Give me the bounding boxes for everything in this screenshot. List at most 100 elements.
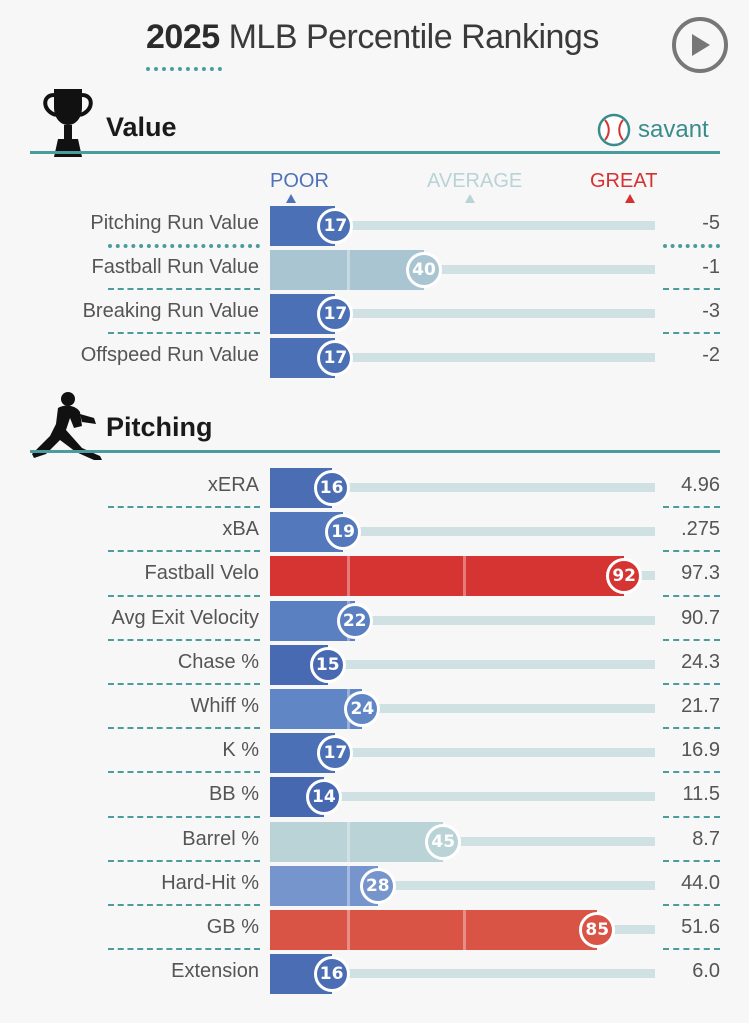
metric-row[interactable]: Hard-Hit % 28 44.0 [0,864,749,908]
play-icon [692,34,710,56]
page-title: 2025 MLB Percentile Rankings [146,18,599,57]
row-separator [663,288,720,290]
metric-value: -2 [702,344,720,366]
play-button[interactable] [672,17,728,73]
percentile-bubble: 85 [579,912,616,948]
legend-average: AVERAGE [427,170,523,192]
metric-row[interactable]: Barrel % 45 8.7 [0,820,749,864]
metric-row[interactable]: GB % 85 51.6 [0,908,749,952]
metric-value: 97.3 [681,562,720,585]
metric-label: Barrel % [182,827,259,850]
metric-row[interactable]: Fastball Run Value 40 -1 [0,248,749,292]
row-separator [108,948,260,951]
row-separator [663,727,720,730]
row-separator [663,948,720,951]
title-underline [146,67,222,71]
bar-tick [347,250,350,290]
metric-row[interactable]: Chase % 15 24.3 [0,643,749,687]
metric-value: 51.6 [681,916,720,938]
percentile-bubble: 17 [317,296,354,332]
percentile-bubble: 15 [309,646,346,683]
percentile-bar [270,910,598,950]
row-separator [108,288,260,290]
metric-row[interactable]: Pitching Run Value 17 -5 [0,204,749,248]
metric-value: -5 [702,212,720,234]
percentile-bubble: 28 [359,867,396,904]
metric-row[interactable]: Extension 16 6.0 [0,952,749,996]
row-separator [663,771,720,774]
metric-value: 8.7 [692,827,720,850]
metric-label: Avg Exit Velocity [111,606,259,629]
percentile-bubble: 16 [313,470,350,506]
metric-row[interactable]: Whiff % 24 21.7 [0,687,749,731]
percentile-bar [270,250,424,290]
legend-great: GREAT [590,170,658,192]
percentile-bubble: 14 [305,779,342,816]
metric-label: K % [222,739,259,762]
row-separator [108,727,260,730]
percentile-bubble: 24 [344,691,381,727]
row-separator [108,332,260,334]
metric-label: Chase % [177,650,259,673]
pitching-section-title: Pitching [106,412,213,442]
row-separator [663,859,720,862]
percentile-bubble: 16 [313,956,350,993]
metric-row[interactable]: xBA 19 .275 [0,510,749,554]
metric-label: xERA [207,474,259,496]
metric-row[interactable]: BB % 14 11.5 [0,775,749,819]
savant-logo: savant [596,112,709,148]
legend-poor: POOR [270,170,329,192]
percentile-track [270,221,655,230]
bar-tick [347,556,350,597]
row-separator [663,638,720,641]
row-separator [108,859,260,862]
savant-brand-text: savant [638,116,709,143]
legend-poor-marker [286,194,296,203]
row-separator [663,332,720,334]
row-separator [663,815,720,818]
percentile-track [270,659,655,669]
metric-row[interactable]: Offspeed Run Value 17 -2 [0,336,749,380]
percentile-bubble: 22 [336,602,373,639]
percentile-track [270,836,655,846]
percentile-track [270,792,655,802]
metric-row[interactable]: Breaking Run Value 17 -3 [0,292,749,336]
metric-value: 6.0 [692,960,720,983]
metric-row[interactable]: Fastball Velo 92 97.3 [0,554,749,598]
metric-row[interactable]: K % 17 16.9 [0,731,749,775]
pitching-section-divider [30,450,720,453]
metric-row[interactable]: Avg Exit Velocity 22 90.7 [0,599,749,643]
metric-label: Extension [171,960,259,983]
percentile-bubble: 92 [606,558,643,595]
row-separator [108,506,260,509]
metric-value: -3 [702,300,720,322]
legend-great-marker [625,194,635,203]
metric-label: Pitching Run Value [90,212,259,234]
pitcher-icon [32,392,102,460]
percentile-track [270,880,655,890]
percentile-track [270,265,655,274]
percentile-track [270,969,655,979]
percentile-bubble: 17 [317,208,354,244]
row-separator [108,638,260,641]
row-separator [108,683,260,685]
metric-value: 90.7 [681,606,720,629]
metric-value: 21.7 [681,695,720,717]
metric-label: Offspeed Run Value [80,344,259,366]
title-text: MLB Percentile Rankings [228,18,600,56]
metric-value: 11.5 [682,783,720,806]
row-separator [108,550,260,553]
metric-value: 24.3 [681,650,720,673]
percentile-track [270,704,655,713]
percentile-bubble: 17 [317,340,354,376]
row-separator [108,244,260,248]
metric-label: Breaking Run Value [82,300,259,322]
metric-label: Fastball Run Value [91,256,260,278]
percentile-track [270,483,655,492]
percentile-bubble: 19 [325,514,362,551]
metric-row[interactable]: xERA 16 4.96 [0,466,749,510]
trophy-icon [43,89,93,157]
percentile-bubble: 45 [425,823,462,860]
percentile-track [270,615,655,625]
metric-value: 4.96 [681,474,720,496]
